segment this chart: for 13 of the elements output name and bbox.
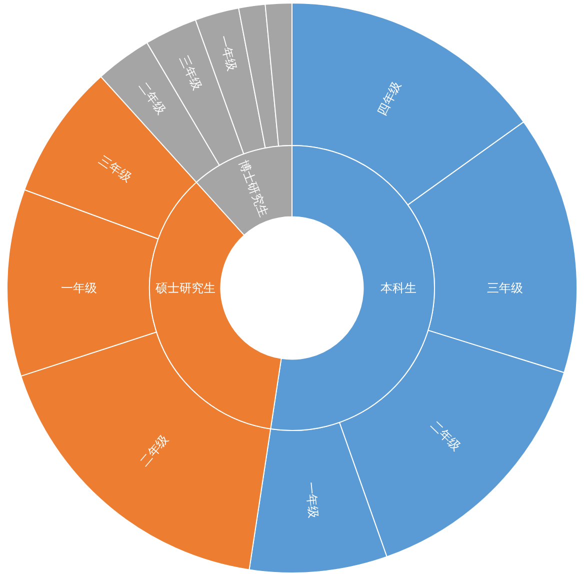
slice-label: 二年级 — [136, 79, 169, 117]
data-label: 硕士研究生 — [154, 281, 216, 295]
slice-label: 一年级 — [216, 34, 240, 72]
slice-label: 一年级 — [60, 281, 97, 295]
slice-label: 三年级 — [487, 281, 524, 295]
data-label: 博士研究生 — [236, 158, 271, 219]
slice-label: 二年级 — [428, 418, 464, 454]
data-label: 本科生 — [380, 281, 417, 295]
slice-label: 二年级 — [137, 432, 172, 469]
slice-label: 四年级 — [374, 79, 404, 118]
slice-label: 三年级 — [176, 53, 205, 92]
slice-label: 三年级 — [96, 152, 134, 185]
slice-label: 一年级 — [303, 482, 321, 519]
